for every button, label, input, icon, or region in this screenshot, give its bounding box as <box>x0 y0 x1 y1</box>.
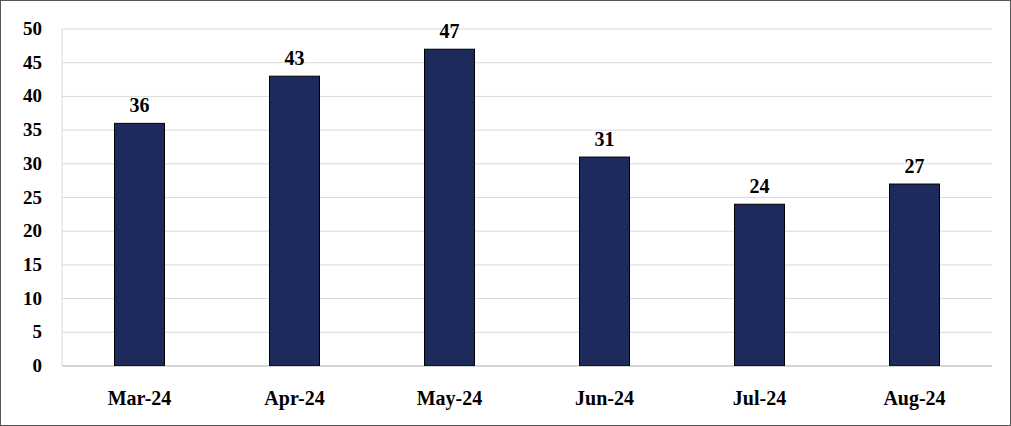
grid-line <box>62 332 992 333</box>
x-tick-label: Aug-24 <box>883 387 945 410</box>
data-label: 36 <box>130 94 150 116</box>
bar <box>890 184 940 366</box>
data-label: 47 <box>440 20 460 42</box>
x-axis <box>62 366 992 367</box>
y-tick-label: 40 <box>23 85 42 106</box>
bar <box>115 123 165 366</box>
grid-line <box>62 264 992 265</box>
grid-line <box>62 62 992 63</box>
grid-line <box>62 298 992 299</box>
x-tick-label: May-24 <box>417 387 483 410</box>
y-tick-label: 25 <box>23 187 42 208</box>
y-tick-label: 50 <box>23 18 42 39</box>
x-tick-label: Jul-24 <box>733 387 786 409</box>
y-tick-label: 15 <box>23 254 42 275</box>
grid-line <box>62 366 992 367</box>
y-tick-label: 30 <box>23 153 42 174</box>
y-tick-label: 10 <box>23 288 42 309</box>
y-tick-label: 5 <box>33 321 43 342</box>
grid <box>62 29 992 366</box>
bar <box>580 157 630 366</box>
grid-line <box>62 96 992 97</box>
bars <box>115 49 940 366</box>
y-axis <box>62 29 63 366</box>
chart-container: 0 5 10 15 20 25 30 35 40 45 50 36 43 47 31 24 27 Mar-24 Ap… <box>0 0 1011 426</box>
data-label: 24 <box>750 175 770 197</box>
x-tick-label: Apr-24 <box>264 387 324 410</box>
data-label: 31 <box>595 128 615 150</box>
grid-line <box>62 197 992 198</box>
y-tick-label: 35 <box>23 119 42 140</box>
grid-line <box>62 231 992 232</box>
y-tick-label: 45 <box>23 52 42 73</box>
bar <box>270 76 320 366</box>
data-label: 27 <box>905 155 925 177</box>
bar <box>735 204 785 366</box>
x-tick-label: Mar-24 <box>108 387 172 409</box>
grid-line <box>62 29 992 30</box>
chart-svg: 0 5 10 15 20 25 30 35 40 45 50 36 43 47 31 24 27 Mar-24 Ap… <box>0 0 1011 426</box>
x-tick-label: Jun-24 <box>575 387 634 409</box>
bar <box>425 49 475 366</box>
y-tick-label: 20 <box>23 220 42 241</box>
y-tick-label: 0 <box>33 355 43 376</box>
frame <box>1 1 1011 426</box>
grid-line <box>62 130 992 131</box>
data-label: 43 <box>285 47 305 69</box>
grid-line <box>62 163 992 164</box>
